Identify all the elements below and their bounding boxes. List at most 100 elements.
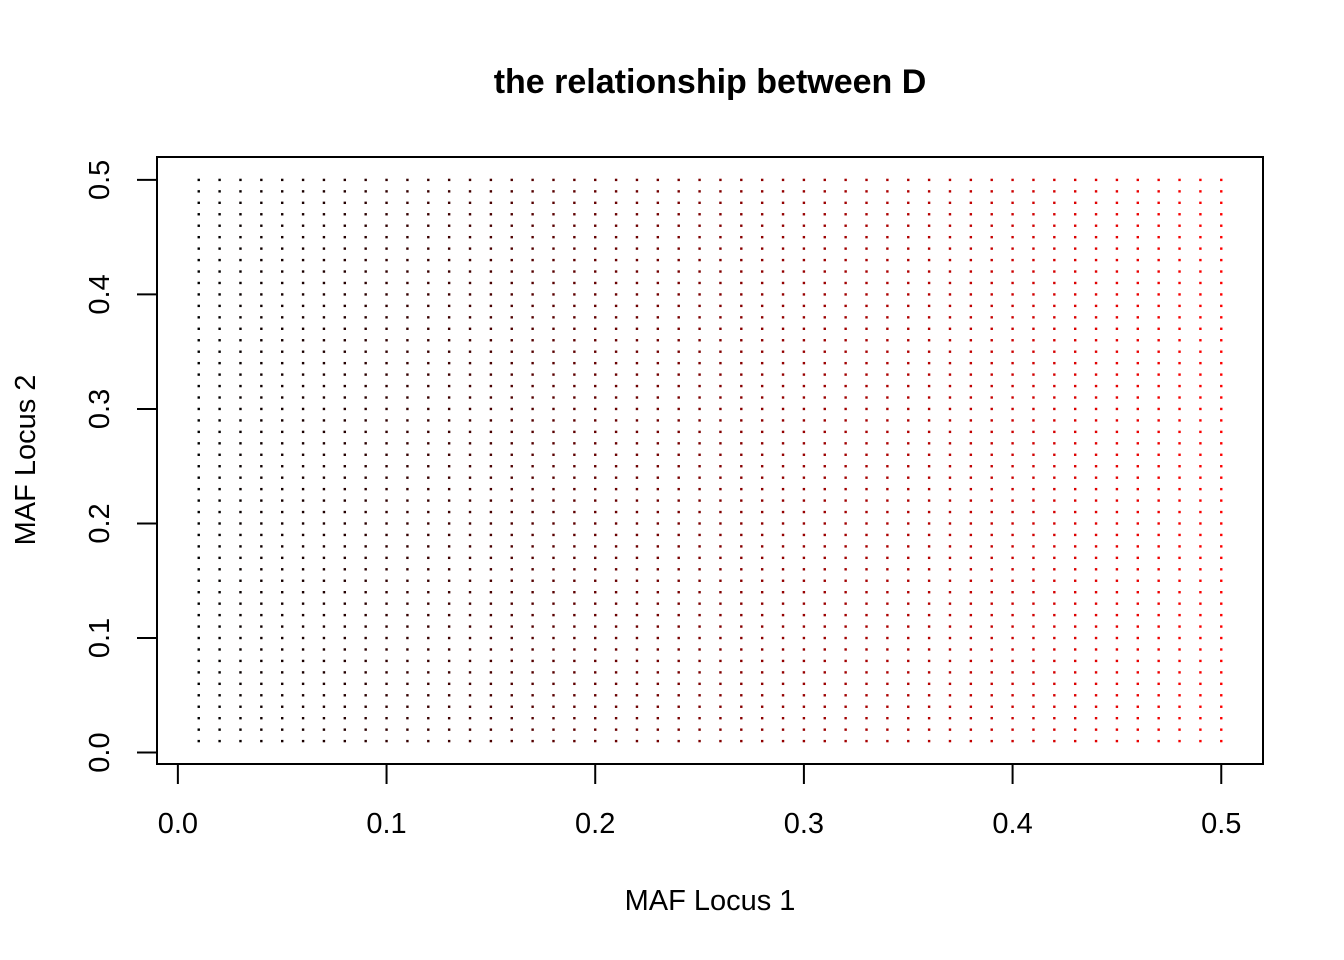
data-point [677,613,680,617]
data-point [614,556,618,560]
data-point [677,568,680,571]
data-point [364,636,367,640]
data-point [990,293,993,296]
data-point [1157,247,1160,250]
data-point [1094,430,1098,434]
data-point [1094,476,1098,479]
data-point [385,465,388,468]
data-point [427,533,430,537]
data-point [406,648,409,651]
data-point [635,453,639,456]
data-point [927,327,931,330]
data-point [427,258,430,262]
data-point [301,407,305,411]
data-point [844,178,847,182]
data-point [468,716,472,720]
data-point [1136,739,1139,743]
data-point [1011,728,1014,731]
data-point [197,453,200,456]
data-point [260,568,263,571]
data-point [239,568,242,571]
data-point [1094,258,1098,262]
data-point [927,625,931,628]
data-point [1157,522,1160,525]
data-point [406,453,409,456]
data-point [1220,499,1223,502]
data-point [447,373,451,376]
data-point [865,224,868,227]
data-point [301,579,305,582]
data-point [1032,591,1035,594]
data-point [1073,419,1077,422]
data-point [531,499,534,502]
data-point [510,648,513,651]
data-point [197,465,200,468]
data-point [239,591,242,594]
data-point [552,350,555,353]
data-point [948,213,952,216]
data-point [656,636,660,640]
data-point [385,373,388,376]
data-point [760,613,764,617]
data-point [1199,568,1202,571]
data-point [1032,361,1035,365]
data-point [239,224,242,227]
data-point [197,350,200,353]
data-point [781,442,785,445]
data-point [719,636,722,640]
data-point [990,716,993,720]
data-point [740,190,743,193]
data-point [385,476,388,479]
x-axis-label: MAF Locus 1 [625,885,796,917]
data-point [802,591,806,594]
data-point [260,442,263,445]
data-point [573,659,576,663]
data-point [760,361,764,365]
data-point [427,476,430,479]
data-point [969,648,973,651]
data-point [948,636,952,640]
data-point [844,453,847,456]
data-point [281,235,284,239]
data-point [406,304,409,308]
data-point [656,442,660,445]
data-point [1178,591,1181,594]
data-point [364,442,367,445]
data-point [781,568,785,571]
data-point [990,270,993,273]
data-point [385,591,388,594]
data-point [1094,716,1098,720]
data-point [698,545,701,548]
data-point [260,694,263,697]
data-point [427,739,430,743]
data-point [948,716,952,720]
data-point [740,694,743,697]
data-point [281,396,284,399]
data-point [907,499,910,502]
data-point [907,625,910,628]
data-point [1178,602,1181,605]
data-point [1094,350,1098,353]
data-point [844,625,847,628]
data-point [1073,190,1077,193]
data-point [865,419,868,422]
data-point [552,465,555,468]
data-point [1220,487,1223,491]
data-point [260,430,263,434]
data-point [948,327,952,330]
data-point [719,430,722,434]
data-point [197,579,200,582]
data-point [281,384,284,388]
data-point [886,247,889,250]
data-point [614,384,618,388]
data-point [1053,636,1056,640]
data-point [1220,190,1223,193]
data-point [1178,407,1181,411]
data-point [1157,579,1160,582]
data-point [1220,213,1223,216]
y-tick-label: 0.5 [84,160,116,200]
data-point [677,258,680,262]
data-point [1220,682,1223,686]
data-point [719,671,722,674]
data-point [531,716,534,720]
